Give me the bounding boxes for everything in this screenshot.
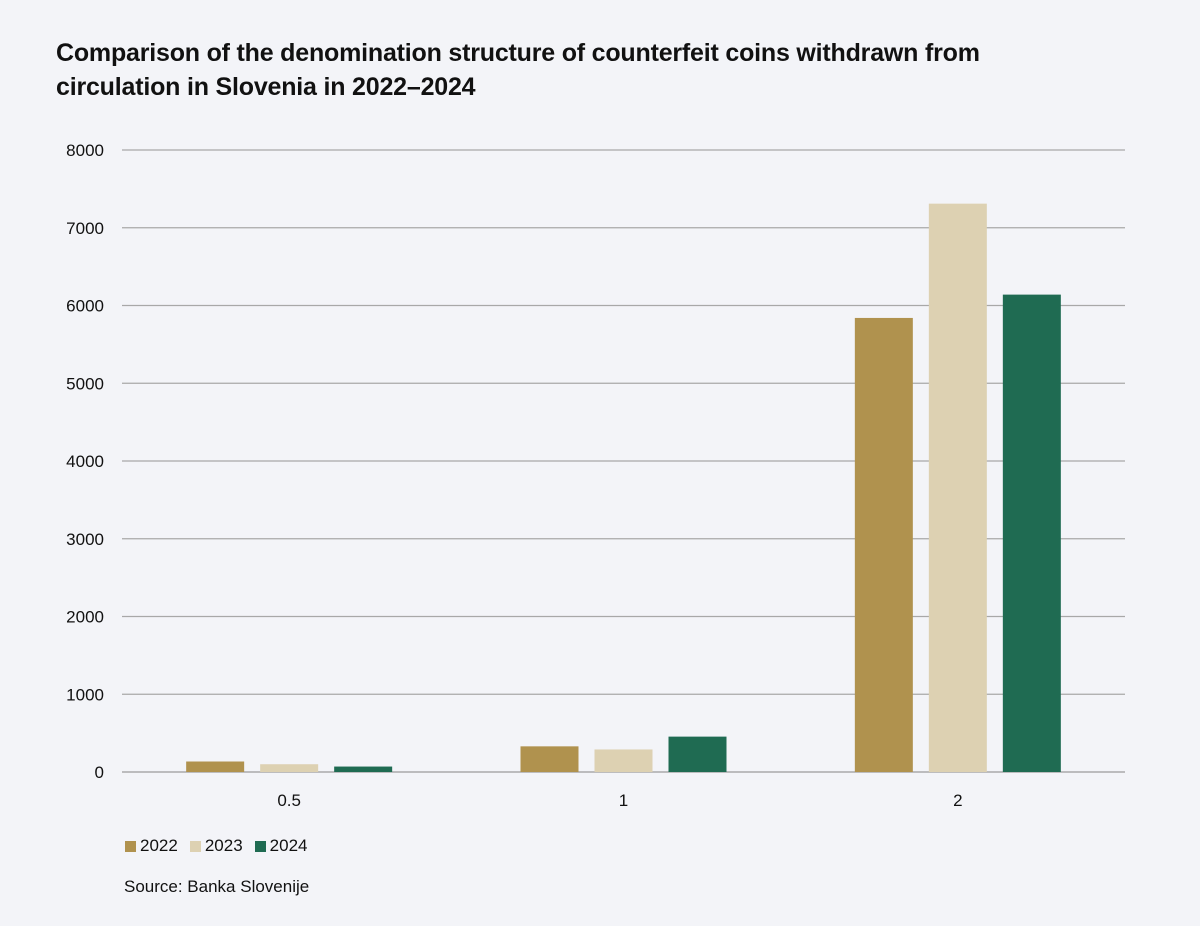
legend-swatch — [189, 840, 201, 852]
bar-2022-2 — [854, 317, 913, 772]
y-tick-label: 3000 — [66, 530, 104, 549]
bar-2024-0.5 — [334, 766, 393, 772]
legend-label: 2022 — [140, 836, 178, 855]
legend-item-2024: 2024 — [254, 836, 308, 856]
legend-item-2023: 2023 — [189, 836, 243, 856]
y-tick-label: 6000 — [66, 297, 104, 316]
y-tick-label: 4000 — [66, 452, 104, 471]
y-tick-label: 7000 — [66, 219, 104, 238]
bars — [186, 203, 1061, 772]
legend: 2022 2023 2024 — [125, 836, 319, 856]
bar-2022-1 — [520, 746, 579, 772]
bar-2022-0.5 — [186, 761, 245, 772]
x-tick-label: 1 — [619, 791, 628, 810]
y-tick-label: 2000 — [66, 608, 104, 627]
x-tick-label: 2 — [953, 791, 962, 810]
bar-2023-1 — [594, 749, 653, 772]
y-axis-ticks: 0 1000 2000 3000 4000 5000 6000 7000 8000 — [66, 141, 104, 782]
chart-title: Comparison of the denomination structure… — [56, 39, 980, 101]
legend-swatch — [125, 840, 136, 852]
x-tick-label: 0.5 — [277, 791, 301, 810]
y-tick-label: 5000 — [66, 374, 104, 393]
y-tick-label: 1000 — [66, 685, 104, 704]
legend-label: 2023 — [204, 836, 243, 855]
y-tick-label: 8000 — [66, 141, 104, 160]
bar-2024-2 — [1002, 294, 1061, 772]
legend-swatch — [254, 840, 266, 852]
source-note: Source: Banka Slovenije — [124, 877, 310, 896]
legend-item-2022: 2022 — [125, 836, 178, 856]
y-tick-label: 0 — [95, 763, 104, 782]
legend-label: 2024 — [269, 836, 308, 855]
x-axis-ticks: 0.5 1 2 — [277, 791, 962, 810]
bar-2023-0.5 — [260, 764, 319, 772]
bar-2023-2 — [928, 203, 987, 772]
bar-2024-1 — [668, 736, 727, 772]
